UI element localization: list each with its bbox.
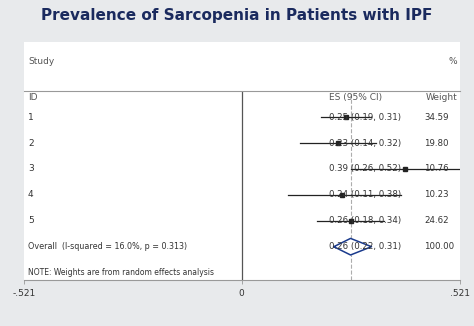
Text: Weight: Weight [426, 93, 457, 102]
Text: Overall  (I-squared = 16.0%, p = 0.313): Overall (I-squared = 16.0%, p = 0.313) [28, 242, 187, 251]
Text: %: % [449, 57, 457, 67]
Text: 10.76: 10.76 [424, 165, 449, 173]
Text: 0.23 (0.14, 0.32): 0.23 (0.14, 0.32) [329, 139, 401, 148]
Text: 5: 5 [28, 216, 34, 225]
Text: 4: 4 [28, 190, 34, 200]
Text: Prevalence of Sarcopenia in Patients with IPF: Prevalence of Sarcopenia in Patients wit… [41, 8, 433, 23]
Text: 3: 3 [28, 165, 34, 173]
Text: 0.24 (0.11, 0.38): 0.24 (0.11, 0.38) [329, 190, 401, 200]
Text: ID: ID [28, 93, 38, 102]
Text: ES (95% CI): ES (95% CI) [329, 93, 383, 102]
Text: 1: 1 [28, 113, 34, 122]
Text: 0.26 (0.22, 0.31): 0.26 (0.22, 0.31) [329, 242, 401, 251]
Text: 0.39 (0.26, 0.52): 0.39 (0.26, 0.52) [329, 165, 401, 173]
Polygon shape [334, 238, 372, 255]
Text: 2: 2 [28, 139, 34, 148]
Text: 0.26 (0.18, 0.34): 0.26 (0.18, 0.34) [329, 216, 401, 225]
Text: 10.23: 10.23 [424, 190, 449, 200]
Text: 100.00: 100.00 [424, 242, 455, 251]
Text: 0.25 (0.19, 0.31): 0.25 (0.19, 0.31) [329, 113, 401, 122]
Text: 24.62: 24.62 [424, 216, 449, 225]
Text: 19.80: 19.80 [424, 139, 449, 148]
Text: 34.59: 34.59 [424, 113, 449, 122]
Text: NOTE: Weights are from random effects analysis: NOTE: Weights are from random effects an… [28, 268, 214, 277]
Text: Study: Study [28, 57, 55, 67]
